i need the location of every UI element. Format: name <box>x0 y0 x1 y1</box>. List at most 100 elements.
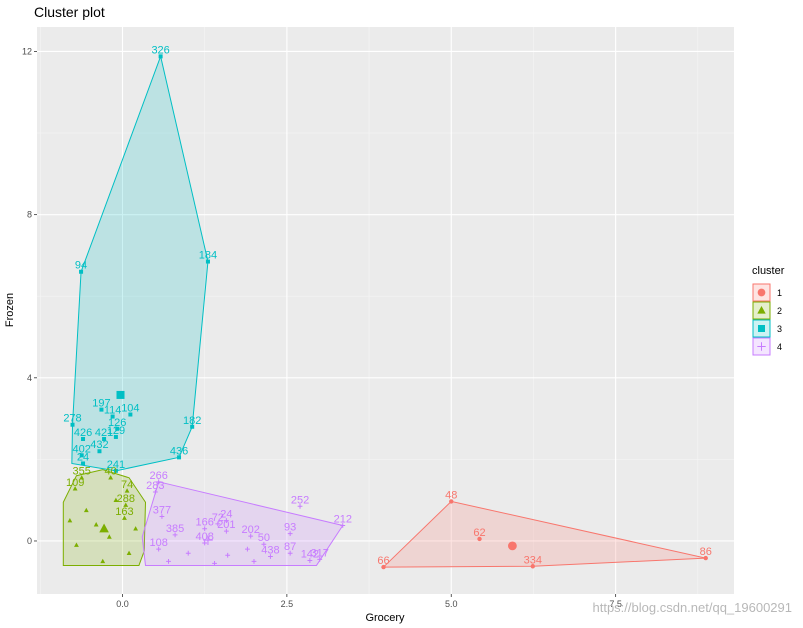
point-label: 104 <box>121 403 139 415</box>
cluster-3-point <box>99 407 104 412</box>
cluster-3-point <box>70 422 75 427</box>
point-label: 377 <box>153 504 171 516</box>
cluster-4-point <box>185 550 191 556</box>
point-label: 436 <box>170 445 188 457</box>
cluster-4-point <box>287 531 293 537</box>
cluster-2-point <box>126 550 132 556</box>
point-label: 421 <box>95 427 113 439</box>
cluster-1-point <box>530 564 535 569</box>
point-label: 66 <box>377 555 389 567</box>
point-label: 50 <box>258 532 270 544</box>
cluster-4-point <box>340 523 346 528</box>
legend-key-symbol <box>757 305 766 314</box>
cluster-4-point <box>156 546 162 552</box>
cluster-2-point <box>83 507 89 513</box>
point-label: 126 <box>108 417 126 429</box>
legend-label: 2 <box>777 306 782 316</box>
cluster-1-point <box>703 555 708 561</box>
cluster-3-point <box>97 449 102 454</box>
cluster-2-point <box>74 542 79 547</box>
point-label: 252 <box>291 494 309 506</box>
point-label: 48 <box>445 489 457 501</box>
legend-key-symbol <box>757 342 766 351</box>
cluster-3-point <box>177 455 182 460</box>
legend-key-symbol <box>758 325 765 332</box>
legend-item-3: 3 <box>752 319 782 338</box>
cluster-4-point <box>317 556 323 562</box>
cluster-3-point <box>81 461 86 466</box>
point-label: 108 <box>149 537 167 549</box>
cluster-centers <box>99 390 517 551</box>
legend-item-2: 2 <box>752 301 782 320</box>
y-tick-label: 12 <box>22 46 32 56</box>
cluster-3-point <box>110 414 115 419</box>
point-label: 40 <box>105 466 117 478</box>
cluster-3-point <box>79 269 84 274</box>
y-tick-label: 8 <box>27 210 32 220</box>
x-tick-label: 0.0 <box>116 599 129 609</box>
cluster-2-hull <box>62 469 146 566</box>
point-label: 166 <box>195 517 213 529</box>
point-label: 93 <box>284 522 296 534</box>
x-tick-label: 5.0 <box>445 599 458 609</box>
cluster-2-point <box>122 515 127 520</box>
point-label: 87 <box>284 541 296 553</box>
point-label: 438 <box>261 544 279 556</box>
point-label: 109 <box>66 477 84 489</box>
cluster-4-point <box>212 561 217 566</box>
cluster-2-point <box>79 475 85 480</box>
cluster-4-point <box>297 503 303 509</box>
cluster-1-point <box>381 564 386 570</box>
cluster-3-point <box>190 424 195 429</box>
y-axis-title: Frozen <box>4 293 16 327</box>
point-label: 317 <box>311 547 329 559</box>
point-label: 72 <box>212 512 224 524</box>
cluster-2-point <box>123 502 129 507</box>
cluster-points <box>67 54 708 570</box>
point-label: 86 <box>700 546 712 558</box>
point-label: 163 <box>115 506 133 518</box>
cluster-4-point <box>245 546 250 552</box>
cluster-3-point <box>79 453 84 458</box>
point-label: 114 <box>104 405 122 417</box>
point-label: 426 <box>74 427 92 439</box>
point-label: 385 <box>166 523 184 535</box>
y-tick-label: 4 <box>27 373 32 383</box>
point-label: 266 <box>149 470 167 482</box>
cluster-4-point <box>248 533 254 539</box>
cluster-4-point <box>202 526 208 532</box>
cluster-3-point <box>128 412 133 417</box>
legend-label: 1 <box>777 288 782 298</box>
chart-title: Cluster plot <box>34 4 105 20</box>
point-label: 129 <box>107 425 125 437</box>
cluster-3-point <box>113 468 118 473</box>
cluster-2-point <box>67 517 73 523</box>
cluster-4-point <box>261 541 267 547</box>
cluster-4-point <box>225 552 231 558</box>
legend-label: 4 <box>777 342 782 352</box>
cluster-2-point <box>113 497 119 502</box>
cluster-2-point <box>93 522 99 527</box>
point-label: 201 <box>217 519 235 531</box>
cluster-4-point <box>268 554 273 559</box>
x-axis-title: Grocery <box>365 612 405 624</box>
x-tick-label: 2.5 <box>281 599 294 609</box>
cluster-3-point <box>81 436 86 441</box>
cluster-4-point <box>152 489 158 495</box>
cluster-4-point <box>287 550 293 556</box>
point-label: 278 <box>63 413 81 425</box>
cluster-1-point <box>449 499 454 504</box>
point-label: 241 <box>107 459 125 471</box>
cluster-4-point <box>159 514 165 519</box>
cluster-4-point <box>166 558 171 564</box>
cluster-2-point <box>72 486 78 491</box>
cluster-4-point <box>223 528 229 534</box>
cluster-3-point <box>115 426 120 431</box>
point-label: 94 <box>75 260 87 272</box>
cluster-4-point <box>215 521 221 527</box>
cluster-4-point <box>156 479 162 485</box>
cluster-4-point <box>223 518 229 523</box>
cluster-2-point <box>133 526 139 531</box>
cluster-2-center <box>99 523 109 533</box>
